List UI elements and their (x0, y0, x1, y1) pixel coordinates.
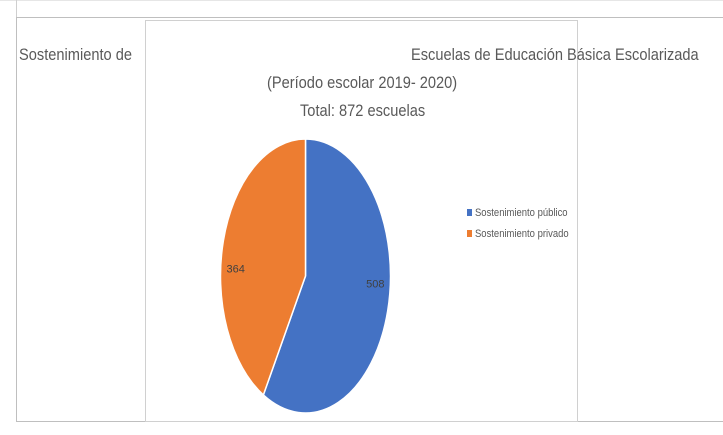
pie-slice-privado[interactable] (219, 138, 307, 397)
legend-item-privado: Sostenimiento privado (467, 223, 584, 244)
legend-swatch-publico (467, 209, 472, 216)
legend-item-publico: Sostenimiento público (467, 202, 584, 223)
legend-label-publico: Sostenimiento público (475, 206, 568, 219)
sheet-top-edge (0, 0, 723, 1)
data-label-privado: 364 (226, 263, 244, 275)
pie-slices (219, 138, 392, 414)
data-label-publico: 508 (366, 279, 384, 291)
chart-subtitle-total: Total: 872 escuelas (300, 101, 426, 120)
chart-area[interactable] (145, 20, 578, 422)
pie-data-labels: 508 364 (226, 263, 384, 290)
legend-label-privado: Sostenimiento privado (475, 227, 569, 240)
chart-title-right: Escuelas de Educación Básica Escolarizad… (411, 45, 699, 64)
chart-legend: Sostenimiento público Sostenimiento priv… (467, 202, 584, 244)
legend-swatch-privado (467, 230, 472, 237)
chart-subtitle-period: (Período escolar 2019- 2020) (267, 73, 458, 92)
column-divider (16, 0, 17, 18)
chart-title-left: Sostenimiento de (19, 45, 132, 64)
pie-slice-publico[interactable] (262, 138, 392, 414)
